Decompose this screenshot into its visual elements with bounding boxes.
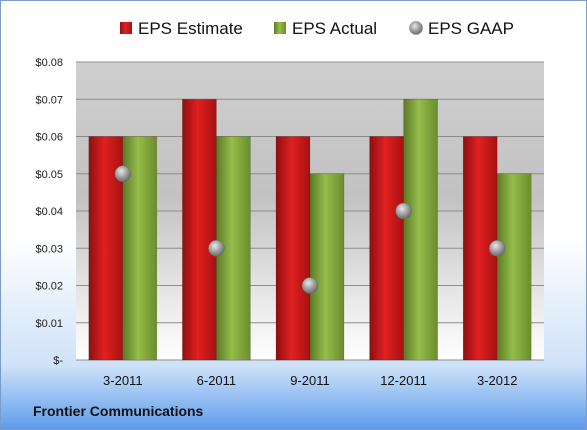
- x-tick-label: 3-2012: [477, 373, 517, 388]
- y-axis-tick-labels: $- $0.01 $0.02 $0.03 $0.04 $0.05 $0.06 $0.07 $0.…: [35, 57, 63, 367]
- x-tick-label: 12-2011: [380, 373, 427, 388]
- eps-gaap-point: [488, 240, 506, 257]
- eps-estimate-bar: [275, 136, 311, 361]
- legend-item-eps-gaap: EPS GAAP: [409, 19, 514, 38]
- legend-item-eps-estimate: EPS Estimate: [120, 19, 243, 38]
- footer-company-name: Frontier Communications: [33, 403, 204, 419]
- gaap-points: [114, 165, 506, 294]
- y-tick-label: $0.02: [35, 281, 63, 293]
- legend-label: EPS Estimate: [138, 19, 243, 38]
- legend-swatch: [274, 22, 286, 34]
- eps-gaap-point: [395, 202, 412, 220]
- bars: [88, 99, 532, 361]
- y-tick-label: $0.08: [35, 57, 63, 69]
- eps-gaap-point: [208, 240, 225, 257]
- y-tick-label: $0.03: [35, 243, 63, 255]
- eps-gaap-point: [301, 277, 319, 294]
- y-tick-label: $0.04: [35, 206, 63, 218]
- eps-actual-bar: [403, 99, 438, 361]
- y-tick-label: $-: [53, 355, 63, 367]
- eps-actual-bar: [496, 173, 532, 361]
- legend-swatch: [409, 21, 423, 35]
- y-tick-label: $0.01: [35, 318, 63, 330]
- eps-actual-bar: [309, 173, 345, 361]
- x-axis-tick-labels: 3-2011 6-2011 9-2011 12-2011 3-2012: [103, 373, 517, 388]
- y-tick-label: $0.05: [35, 169, 63, 181]
- legend: EPS Estimate EPS Actual EPS GAAP: [120, 19, 514, 38]
- y-tick-label: $0.07: [35, 94, 63, 106]
- eps-estimate-bar: [369, 136, 404, 361]
- x-tick-label: 9-2011: [290, 373, 330, 388]
- legend-label: EPS Actual: [292, 19, 377, 38]
- legend-label: EPS GAAP: [428, 19, 514, 38]
- legend-item-eps-actual: EPS Actual: [274, 19, 377, 38]
- eps-estimate-bar: [182, 99, 217, 361]
- y-tick-label: $0.06: [35, 132, 63, 144]
- legend-swatch: [120, 22, 132, 34]
- eps-gaap-point: [114, 165, 132, 182]
- x-tick-label: 6-2011: [197, 373, 237, 388]
- x-tick-label: 3-2011: [103, 373, 143, 388]
